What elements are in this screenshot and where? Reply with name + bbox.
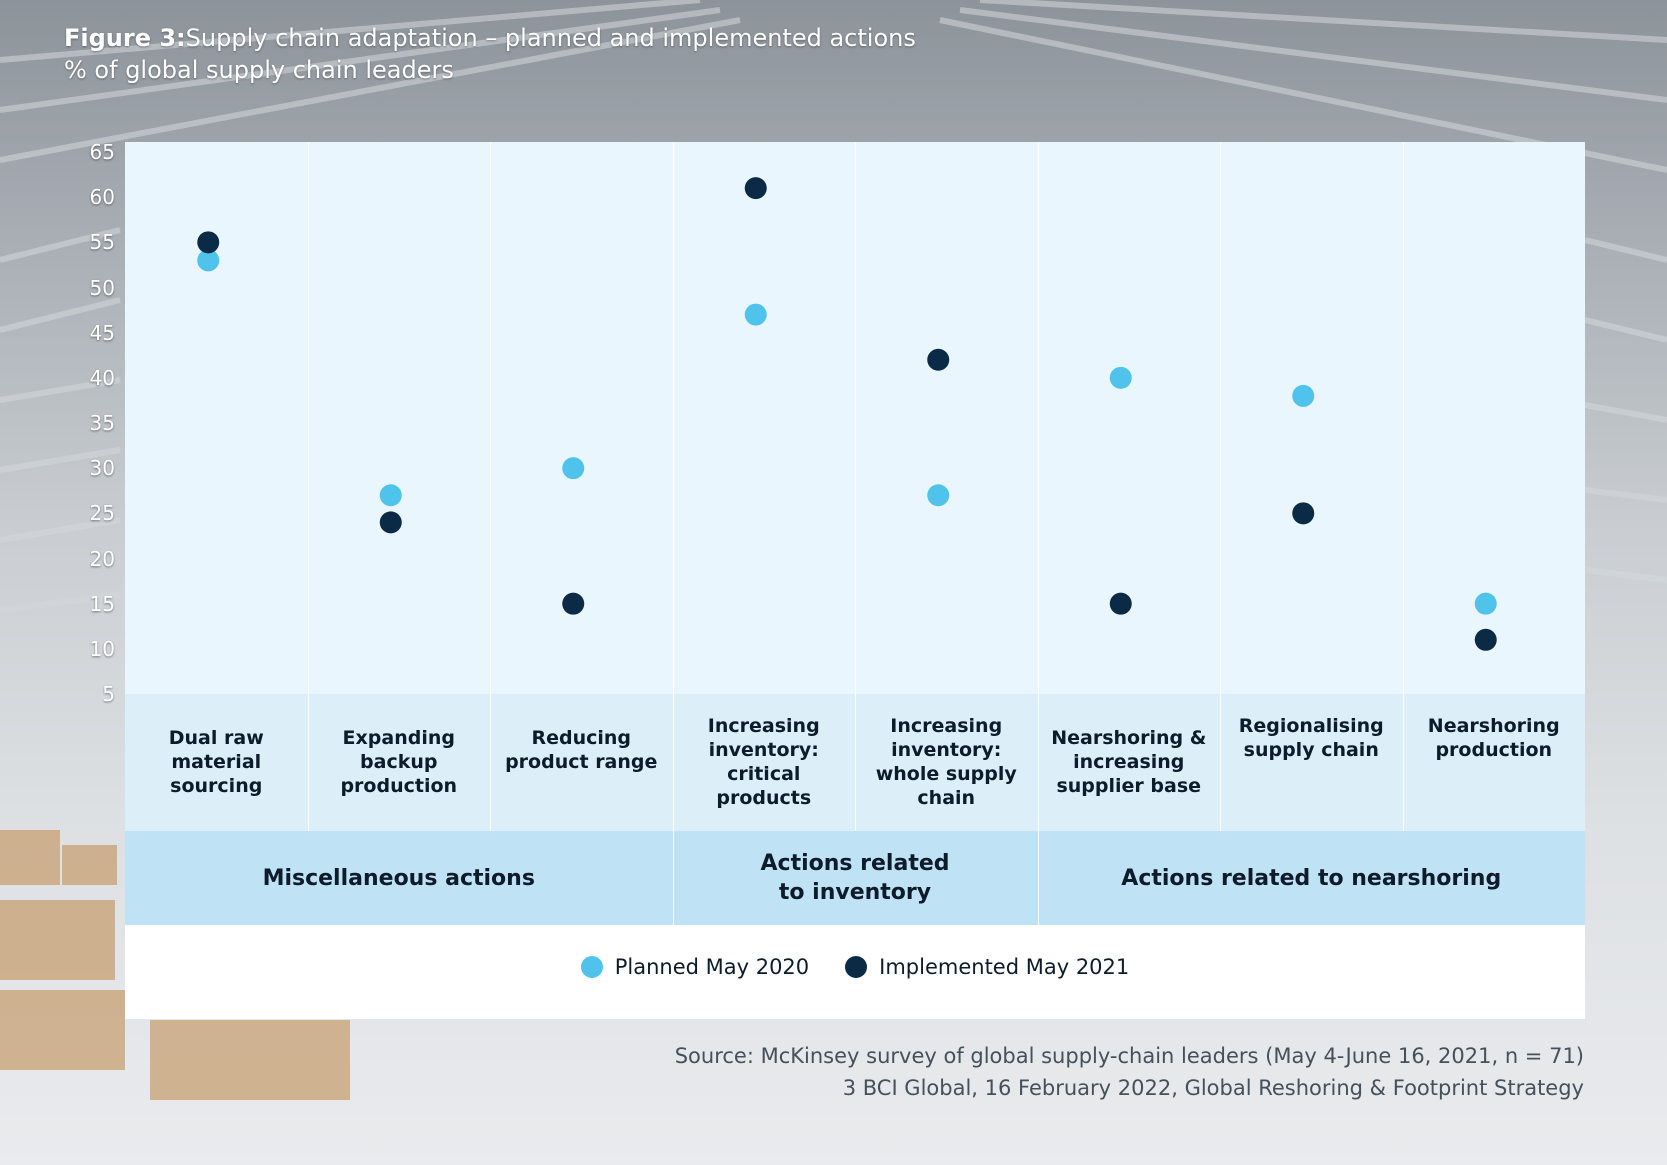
implemented-point [744,177,767,200]
category-label: Dual raw material sourcing [168,727,264,797]
source-line-2: 3 BCI Global, 16 February 2022, Global R… [842,1076,1584,1100]
source-line-1: Source: McKinsey survey of global supply… [674,1044,1584,1068]
group-label: Actions related to inventory [673,831,1038,925]
group-label: Miscellaneous actions [125,831,673,925]
planned-point [562,457,585,480]
category-label: Expanding backup production [340,727,458,797]
figure-title-text: Supply chain adaptation – planned and im… [185,24,916,52]
y-tick-label: 20 [89,546,115,571]
source-note: Source: McKinsey survey of global supply… [675,1040,1584,1104]
y-tick-label: 45 [89,320,115,345]
y-tick-label: 10 [89,636,115,661]
y-tick-label: 60 [89,185,115,210]
y-tick-label: 15 [89,591,115,616]
figure-subtitle: % of global supply chain leaders [64,56,454,84]
planned-point [927,484,950,507]
group-label-text: Actions related to inventory [760,851,950,905]
column-divider [1038,142,1039,925]
implemented-point [562,592,585,615]
legend-item-implemented: Implemented May 2021 [845,955,1129,979]
y-tick-label: 40 [89,365,115,390]
planned-point [1474,592,1497,615]
implemented-point [379,511,402,534]
legend-label-implemented: Implemented May 2021 [879,955,1130,979]
figure-title: Figure 3:Supply chain adaptation – plann… [64,22,916,86]
column-divider [490,142,491,831]
planned-point [197,249,220,272]
implemented-point [927,348,950,371]
y-tick-label: 25 [89,501,115,526]
chart-panel: Dual raw material sourcing Expanding back… [125,142,1585,1019]
column-divider [1220,142,1221,831]
y-tick-label: 65 [89,140,115,164]
group-label-row [125,831,1585,925]
planned-point [1109,366,1132,389]
planned-point [744,303,767,326]
legend-marker-implemented [845,956,868,978]
implemented-point [1109,592,1132,615]
column-divider [855,142,856,831]
legend-label-planned: Planned May 2020 [614,955,810,979]
planned-point [1292,384,1315,407]
category-label: Increasing inventory: whole supply chain [875,715,1017,809]
category-label: Reducing product range [505,727,658,773]
legend: Planned May 2020 Implemented May 2021 [125,942,1585,992]
y-tick-label: 5 [102,682,115,706]
y-tick-label: 55 [89,230,115,255]
column-divider [1403,142,1404,831]
column-divider [673,142,674,925]
category-label: Regionalising supply chain [1238,715,1384,761]
implemented-point [1474,628,1497,651]
category-label: Nearshoring & increasing supplier base [1051,727,1207,797]
category-label: Nearshoring production [1427,715,1560,761]
implemented-point [197,231,220,254]
y-tick-label: 30 [89,456,115,481]
planned-point [379,484,402,507]
column-divider [308,142,309,831]
group-label-text: Actions related to nearshoring [1121,865,1502,891]
y-tick-label: 35 [89,411,115,435]
data-points [197,177,1497,651]
figure-label: Figure 3: [64,24,186,52]
category-label: Increasing inventory: critical products [707,715,820,809]
implemented-point [1292,502,1315,525]
y-tick-label: 50 [89,275,115,300]
legend-marker-planned [580,956,603,978]
legend-item-planned: Planned May 2020 [580,955,810,979]
group-label-text: Miscellaneous actions [262,865,535,891]
group-label: Actions related to nearshoring [1038,831,1586,925]
